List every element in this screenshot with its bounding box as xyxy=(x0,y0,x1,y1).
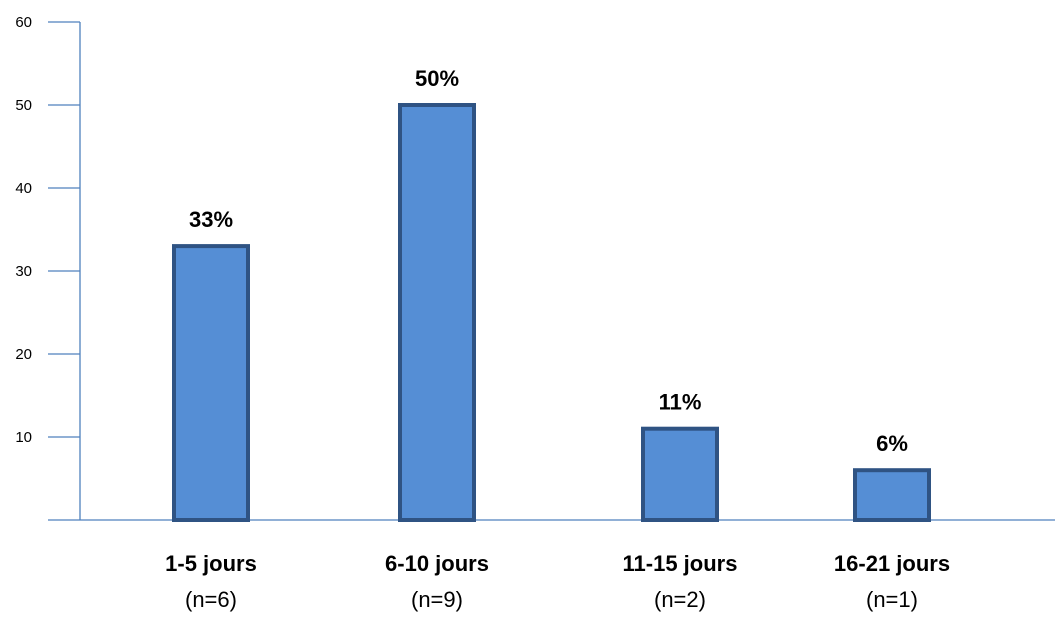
category-label: 6-10 jours xyxy=(385,551,489,576)
bar xyxy=(641,426,719,523)
category-sublabel: (n=1) xyxy=(866,587,918,612)
category-label: 16-21 jours xyxy=(834,551,950,576)
y-tick-label: 60 xyxy=(15,14,32,31)
category-sublabel: (n=6) xyxy=(185,587,237,612)
bar xyxy=(853,468,931,523)
bar xyxy=(172,244,250,522)
category-sublabel: (n=2) xyxy=(654,587,706,612)
data-label: 50% xyxy=(415,66,459,91)
data-label: 33% xyxy=(189,207,233,232)
y-tick-label: 30 xyxy=(15,263,32,280)
y-tick-label: 20 xyxy=(15,346,32,363)
data-label: 11% xyxy=(659,390,702,415)
y-tick-label: 10 xyxy=(15,429,32,446)
data-label: 6% xyxy=(876,431,908,456)
bars xyxy=(172,103,931,523)
y-tick-label: 40 xyxy=(15,180,32,197)
bar xyxy=(398,103,476,522)
category-label: 11-15 jours xyxy=(623,551,738,576)
category-sublabel: (n=9) xyxy=(411,587,463,612)
y-tick-label: 50 xyxy=(15,97,32,114)
category-label: 1-5 jours xyxy=(165,551,257,576)
labels: 33% 1-5 jours (n=6) 50% 6-10 jours (n=9) 11% 11… xyxy=(165,66,950,612)
